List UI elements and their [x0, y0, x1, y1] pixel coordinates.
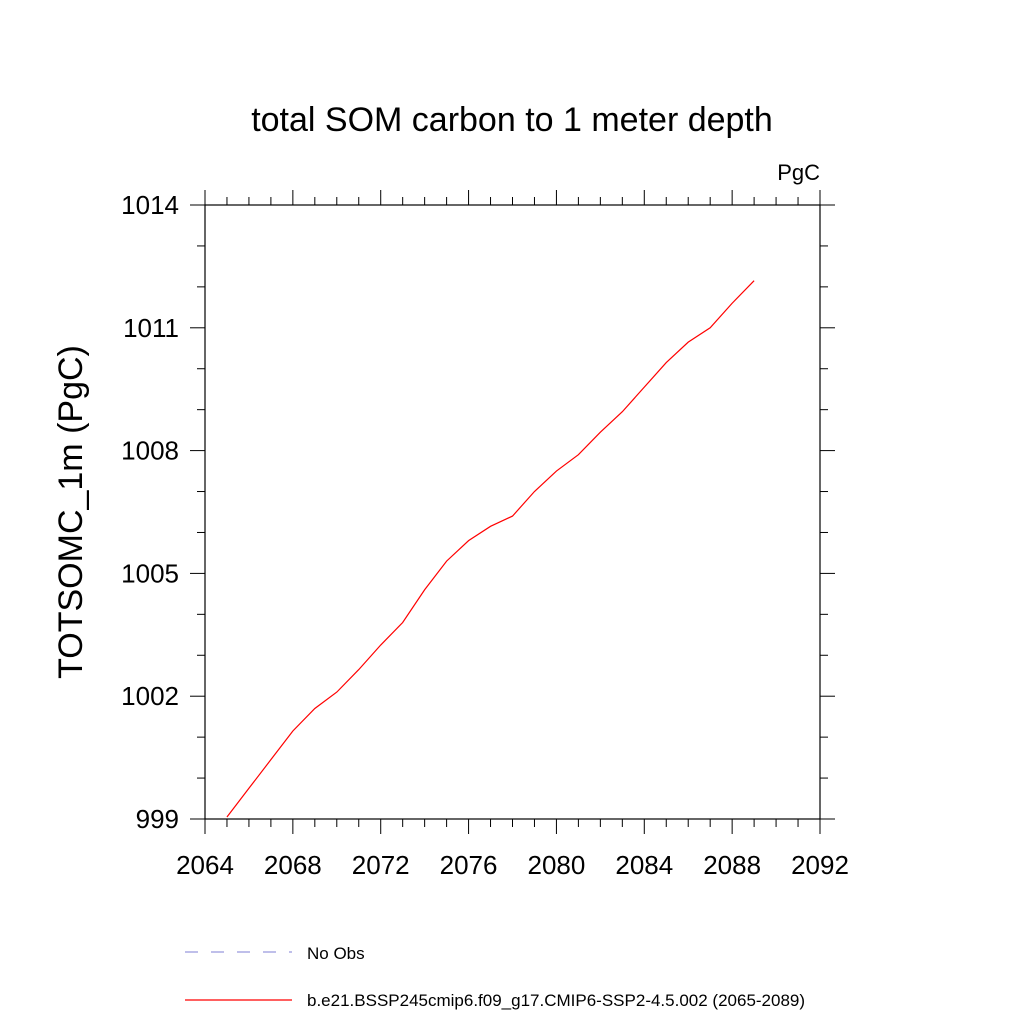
x-tick-label: 2064 [176, 850, 234, 880]
series-layer [226, 280, 755, 818]
units-label: PgC [777, 160, 820, 185]
chart-title: total SOM carbon to 1 meter depth [251, 101, 773, 139]
x-tick-label: 2088 [703, 850, 761, 880]
y-tick-label: 1005 [121, 558, 179, 588]
x-tick-label: 2080 [528, 850, 586, 880]
legend-label-series: b.e21.BSSP245cmip6.f09_g17.CMIP6-SSP2-4.… [307, 991, 805, 1010]
y-tick-label: 1002 [121, 681, 179, 711]
x-tick-label: 2092 [791, 850, 849, 880]
legend-label-no-obs: No Obs [307, 944, 365, 963]
legend: No Obs b.e21.BSSP245cmip6.f09_g17.CMIP6-… [185, 944, 805, 1010]
x-tick-label: 2068 [264, 850, 322, 880]
series-line [226, 280, 755, 818]
y-tick-label: 1011 [123, 313, 179, 343]
x-tick-label: 2076 [440, 850, 498, 880]
tick-labels: 2064 2068 2072 2076 2080 2084 2088 2092 999 1002 1… [121, 190, 849, 880]
y-axis-label: TOTSOMC_1m (PgC) [52, 345, 90, 679]
y-tick-label: 1008 [121, 436, 179, 466]
y-tick-label: 1014 [121, 190, 179, 220]
y-tick-label: 999 [136, 804, 179, 834]
axis-ticks [190, 190, 835, 834]
x-tick-label: 2084 [615, 850, 673, 880]
x-tick-label: 2072 [352, 850, 410, 880]
